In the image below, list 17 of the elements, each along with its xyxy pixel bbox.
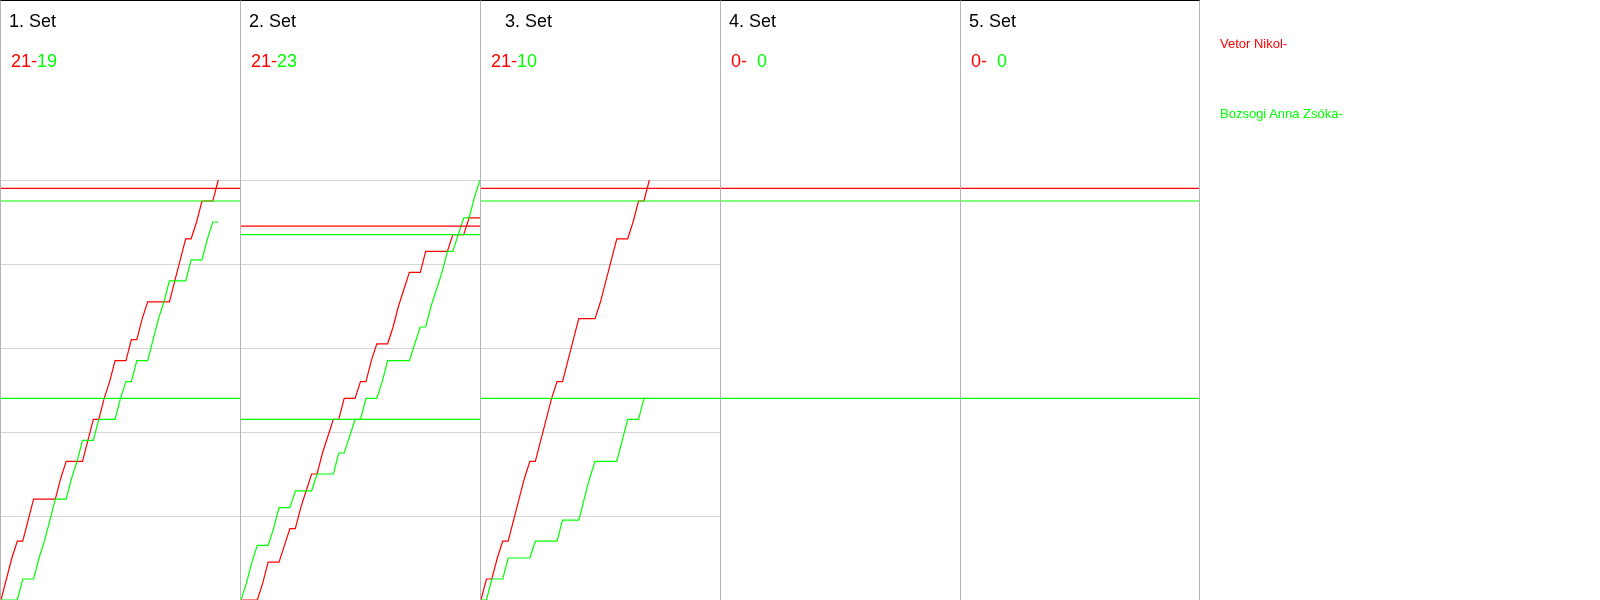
chart-title: 1. Set: [9, 11, 57, 32]
text: 5. Set: [969, 11, 1017, 32]
text: 10: [517, 51, 538, 71]
text: 21-: [251, 51, 278, 71]
text: 21-: [11, 51, 38, 71]
text: 0-: [731, 51, 748, 71]
text: 23: [277, 51, 298, 71]
chart-title: 3. Set: [505, 11, 553, 32]
text: 0: [757, 51, 768, 71]
text: 19: [37, 51, 58, 71]
text: 4. Set: [729, 11, 777, 32]
text: 0: [997, 51, 1008, 71]
text: 21-: [491, 51, 518, 71]
text: Bozsogi Anna Zsóka-: [1220, 106, 1343, 121]
chart-title: 2. Set: [249, 11, 297, 32]
text: Vetor Nikol-: [1220, 36, 1288, 51]
text: 0-: [971, 51, 988, 71]
